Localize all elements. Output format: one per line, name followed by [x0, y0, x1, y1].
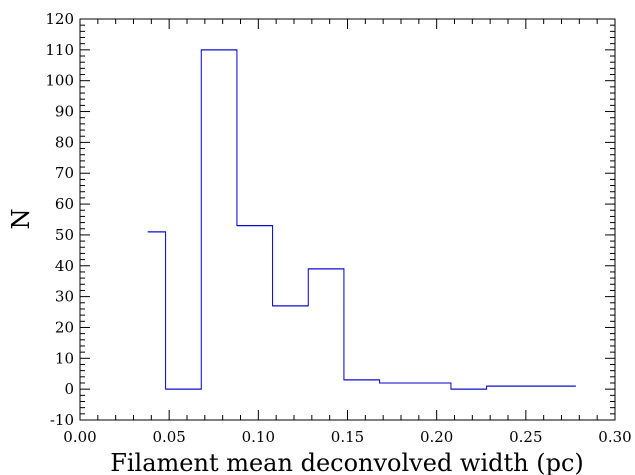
axis-ticks — [79, 18, 616, 421]
x-tick-label: 0.30 — [598, 428, 631, 446]
y-tick-label: 100 — [45, 72, 74, 90]
y-axis-title: N — [7, 209, 35, 230]
x-tick-label: 0.05 — [152, 428, 185, 446]
x-tick-label: 0.10 — [242, 428, 275, 446]
histogram-bins — [147, 49, 576, 390]
x-tick-label: 0.15 — [331, 428, 364, 446]
y-tick-label: -10 — [50, 411, 74, 429]
y-tick-label: 110 — [45, 41, 74, 59]
y-tick-label: 0 — [64, 380, 74, 398]
x-axis-title: Filament mean deconvolved width (pc) — [110, 449, 584, 475]
x-tick-label: 0.20 — [420, 428, 453, 446]
y-tick-label: 30 — [55, 288, 74, 306]
y-tick-label: 90 — [55, 103, 74, 121]
histogram-step-line — [147, 49, 576, 390]
y-tick-label: 10 — [55, 349, 74, 367]
y-tick-label: 40 — [55, 257, 74, 275]
y-tick-label: 70 — [55, 164, 74, 182]
y-tick-label: 80 — [55, 133, 74, 151]
y-tick-label: 120 — [45, 10, 74, 28]
x-tick-label: 0.00 — [63, 428, 96, 446]
x-tick-label: 0.25 — [509, 428, 542, 446]
tick-labels: 0.00 0.05 0.10 0.15 0.20 0.25 0.30 -10 0 10 20 30 40… — [45, 10, 631, 446]
y-tick-label: 60 — [55, 195, 74, 213]
y-tick-label: 50 — [55, 226, 74, 244]
plot-area — [79, 18, 616, 421]
y-tick-label: 20 — [55, 318, 74, 336]
